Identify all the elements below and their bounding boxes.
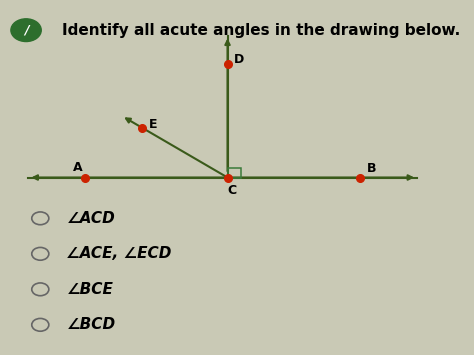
Text: B: B: [367, 162, 377, 175]
Circle shape: [11, 19, 41, 42]
Text: Identify all acute angles in the drawing below.: Identify all acute angles in the drawing…: [62, 23, 460, 38]
Text: /: /: [24, 24, 28, 37]
Text: ∠ACE, ∠ECD: ∠ACE, ∠ECD: [66, 246, 172, 261]
Text: ∠BCE: ∠BCE: [66, 282, 113, 297]
Text: D: D: [234, 53, 245, 66]
Text: ∠BCD: ∠BCD: [66, 317, 116, 332]
Text: A: A: [73, 161, 83, 174]
Text: ∠ACD: ∠ACD: [66, 211, 115, 226]
Bar: [228, 168, 241, 178]
Text: C: C: [228, 185, 237, 197]
Text: E: E: [148, 118, 157, 131]
